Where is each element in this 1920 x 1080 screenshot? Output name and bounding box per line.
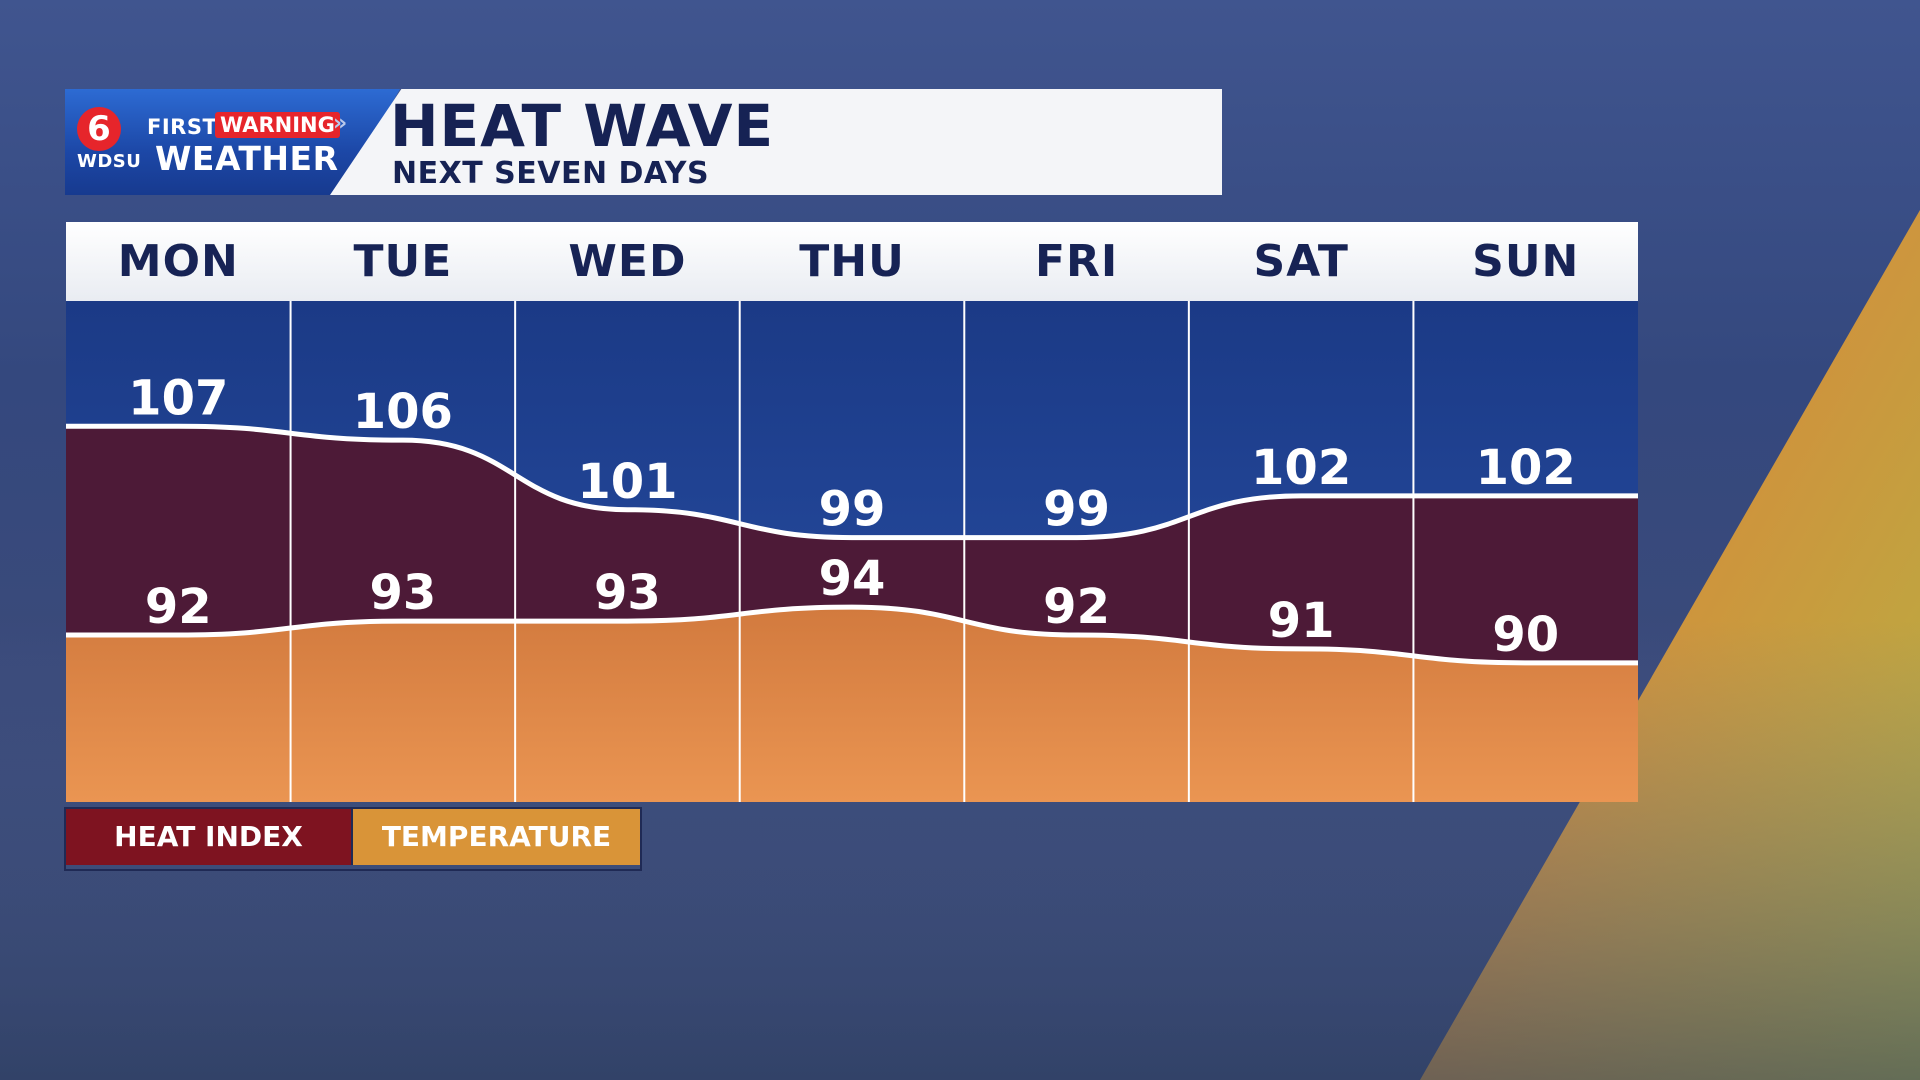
title-panel — [330, 89, 1222, 195]
heat-index-value-label: 106 — [353, 384, 453, 440]
legend-temperature: TEMPERATURE — [353, 809, 640, 865]
station-logo-panel: 6 FIRST WARNING » WDSU WEATHER — [65, 89, 400, 195]
day-dividers — [289, 301, 1415, 802]
day-label-thu: THU — [799, 236, 905, 287]
station-call-letters: WDSU — [77, 151, 142, 172]
temperature-value-label: 93 — [594, 565, 661, 621]
heat-index-value-label: 101 — [577, 454, 677, 510]
brand-warning-label: WARNING — [215, 112, 340, 138]
temperature-line — [66, 604, 1638, 666]
area-chart-svg: 107 106 101 99 99 102 102 92 93 93 94 92 91 90 — [66, 301, 1638, 802]
chevron-right-icon: » — [333, 111, 348, 136]
day-label-mon: MON — [117, 236, 239, 287]
heat-index-value-label: 102 — [1251, 440, 1351, 496]
temperature-value-label: 92 — [145, 579, 212, 635]
day-label-wed: WED — [568, 236, 687, 287]
temperature-value-label: 90 — [1492, 607, 1559, 663]
heat-index-value-label: 99 — [1043, 482, 1110, 538]
station-logo-icon: 6 — [77, 107, 121, 151]
temperature-value-label: 94 — [819, 551, 886, 607]
day-label-tue: TUE — [353, 236, 453, 287]
page-subtitle: NEXT SEVEN DAYS — [392, 156, 710, 191]
temperature-value-label: 93 — [369, 565, 436, 621]
chart-legend: HEAT INDEX TEMPERATURE — [64, 807, 642, 871]
heat-index-value-label: 102 — [1476, 440, 1576, 496]
day-label-sat: SAT — [1253, 236, 1349, 287]
temperature-area — [66, 607, 1638, 802]
page-title: HEAT WAVE — [390, 92, 775, 160]
day-label-sun: SUN — [1472, 236, 1580, 287]
header-banner: 6 FIRST WARNING » WDSU WEATHER HEAT WAVE… — [65, 89, 1222, 195]
data-labels: 107 106 101 99 99 102 102 92 93 93 94 92 91 90 — [128, 370, 1576, 663]
heat-index-value-label: 107 — [128, 370, 228, 426]
temperature-value-label: 92 — [1043, 579, 1110, 635]
forecast-chart: MON TUE WED THU FRI SAT SUN 107 106 101 99 9… — [66, 222, 1638, 802]
brand-weather-label: WEATHER — [155, 139, 339, 178]
day-header-row: MON TUE WED THU FRI SAT SUN — [66, 222, 1638, 301]
legend-heat-index: HEAT INDEX — [66, 809, 353, 865]
heat-index-value-label: 99 — [819, 482, 886, 538]
temperature-value-label: 91 — [1268, 593, 1335, 649]
heat-index-line — [66, 423, 1638, 541]
brand-first-label: FIRST — [147, 115, 218, 139]
day-label-fri: FRI — [1034, 236, 1119, 287]
